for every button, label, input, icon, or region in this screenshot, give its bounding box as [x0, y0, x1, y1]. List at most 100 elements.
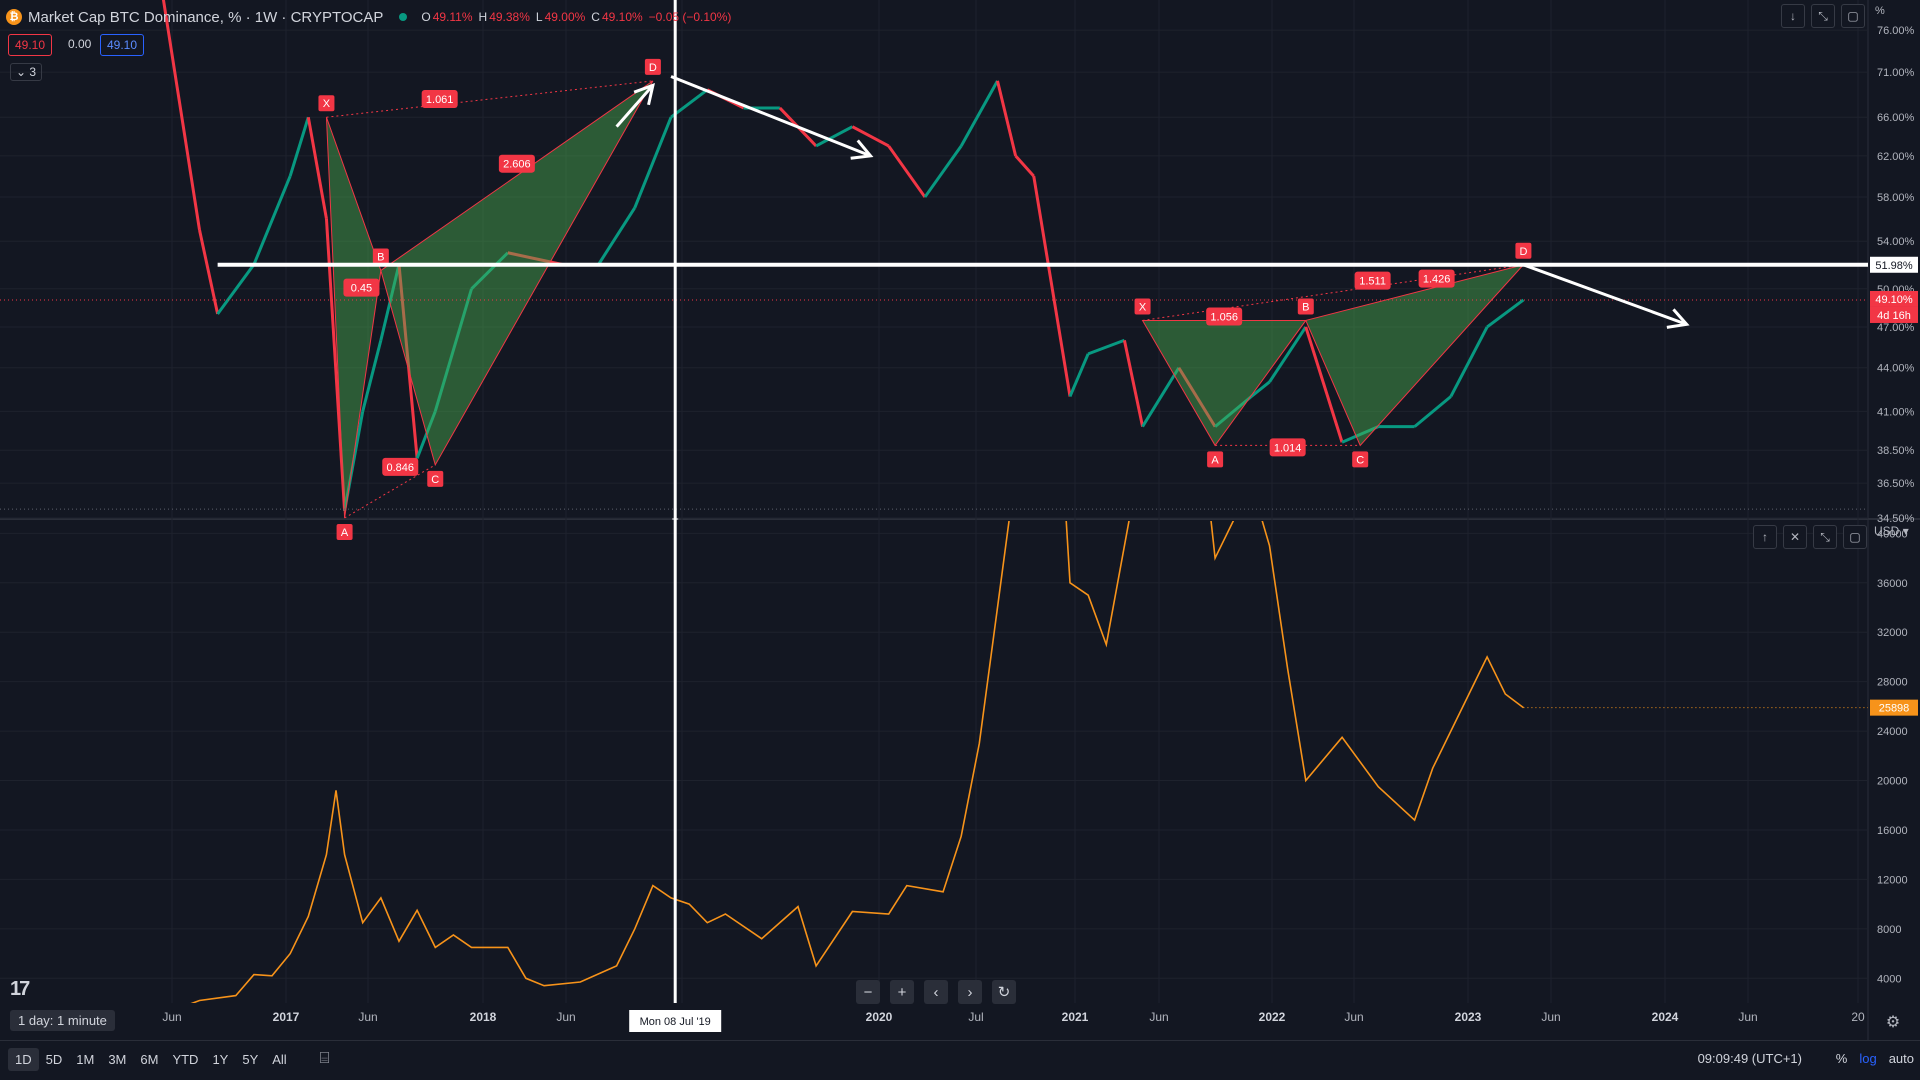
maximize-icon[interactable]: ⤡	[1813, 525, 1837, 549]
candle-segment	[815, 125, 854, 148]
ohlc-value: 49.38%	[489, 10, 530, 24]
price-tick-label: 34.50%	[1877, 513, 1915, 525]
auto-scale-toggle[interactable]: auto	[1888, 1051, 1914, 1066]
candle-segment	[1122, 339, 1145, 427]
range-button-ytd[interactable]: YTD	[172, 1051, 199, 1067]
price-tick-label: 36.50%	[1877, 478, 1915, 490]
axis-tag-box	[1870, 306, 1918, 323]
candle-segment	[670, 88, 709, 119]
price-tick-label: 32000	[1877, 627, 1908, 639]
range-button-5y[interactable]: 5Y	[242, 1051, 259, 1067]
window-icon[interactable]: ▢	[1843, 525, 1867, 549]
time-tick-label: 2020	[866, 1010, 893, 1024]
chart-legend: ₿ Market Cap BTC Dominance, % · 1W · CRY…	[6, 6, 735, 28]
crosshair-tag-box	[629, 1010, 722, 1032]
scroll-right-button[interactable]: ›	[958, 980, 982, 1004]
range-tooltip: 1 day: 1 minute	[10, 1010, 115, 1031]
pattern-label-text: C	[1356, 454, 1364, 466]
candle-segment	[433, 288, 473, 412]
time-tick-label: Jun	[162, 1010, 181, 1024]
clock-timezone[interactable]: 09:09:49 (UTC+1)	[1697, 1051, 1802, 1066]
pattern-point-label: X	[1134, 298, 1151, 315]
trend-arrow-head	[850, 139, 874, 160]
range-button-1d[interactable]: 1D	[8, 1047, 39, 1071]
time-tick-label: 2022	[1259, 1010, 1286, 1024]
settings-gear-icon[interactable]: ⚙	[1886, 1014, 1900, 1031]
pattern-point-label: D	[644, 58, 661, 75]
candle-segment	[851, 125, 890, 148]
range-button-6m[interactable]: 6M	[140, 1051, 159, 1067]
tradingview-logo[interactable]: 17	[10, 978, 30, 1000]
symbol-title[interactable]: Market Cap BTC Dominance, % · 1W · CRYPT…	[28, 8, 384, 26]
candle-segment	[1068, 353, 1090, 398]
ratio-box	[498, 154, 535, 173]
ratio-box	[343, 278, 380, 297]
ohlc-value: 49.00%	[544, 10, 586, 24]
pattern-triangle-xab	[1141, 319, 1307, 447]
chevron-down-icon: ⌄	[16, 65, 27, 79]
ohlc-key: C	[591, 10, 600, 24]
zoom-out-button[interactable]: −	[856, 980, 880, 1004]
ratio-box	[382, 457, 419, 476]
candle-segment	[1413, 395, 1452, 428]
price-tick-label: 66.00%	[1877, 112, 1915, 124]
pattern-point-label: B	[1297, 298, 1314, 315]
trend-arrow	[615, 84, 655, 128]
ratio-box	[421, 90, 458, 109]
bottom-toolbar: 1D 5D 1M 3M 6M YTD 1Y 5Y All ⌸ 09:09:49 (UTC+1) …	[0, 1040, 1920, 1077]
candle-segment	[507, 251, 563, 266]
candle-segment	[1268, 326, 1308, 383]
candle-segment	[633, 116, 673, 209]
close-icon[interactable]: ✕	[1783, 525, 1807, 549]
goto-date-icon[interactable]: ⌸	[319, 1050, 330, 1067]
maximize-icon[interactable]: ⤡	[1811, 4, 1835, 28]
pattern-label-text: D	[1519, 246, 1527, 258]
candle-segment	[470, 251, 509, 290]
pattern-point-label: X	[318, 95, 335, 112]
buy-price[interactable]: 49.10	[100, 34, 145, 56]
range-button-5d[interactable]: 5D	[45, 1051, 63, 1067]
time-tick-label: Jun	[1149, 1010, 1168, 1024]
axis-tag-box	[1870, 290, 1918, 307]
pattern-label-box	[427, 470, 444, 487]
candle-segment	[1304, 326, 1344, 443]
range-button-1m[interactable]: 1M	[76, 1051, 95, 1067]
pattern-label-text: X	[323, 98, 331, 110]
candle-segment	[1032, 175, 1072, 397]
ratio-text: 0.45	[351, 283, 372, 295]
range-button-3m[interactable]: 3M	[108, 1051, 127, 1067]
pattern-label-box	[1134, 298, 1151, 315]
log-scale-toggle[interactable]: log	[1859, 1051, 1877, 1066]
ratio-box	[1269, 438, 1306, 457]
scroll-left-button[interactable]: ‹	[924, 980, 948, 1004]
candle-segment	[306, 116, 328, 220]
currency-selector[interactable]: USD ▾	[1874, 524, 1909, 538]
pattern-triangle-bcd	[1305, 263, 1525, 447]
market-status-icon	[399, 13, 408, 21]
pattern-label-text: X	[1139, 301, 1147, 313]
pattern-label-box	[1297, 298, 1314, 315]
candle-segment	[252, 175, 292, 266]
window-icon[interactable]: ▢	[1841, 4, 1865, 28]
percent-scale-toggle[interactable]: %	[1835, 1051, 1848, 1066]
date-range-buttons: 1D 5D 1M 3M 6M YTD 1Y 5Y All	[8, 1047, 294, 1071]
indicators-count: 3	[29, 65, 37, 79]
pattern-ratio-label: 0.45	[343, 278, 380, 297]
trend-arrow-head	[1666, 308, 1690, 329]
time-tick-label: Jun	[556, 1010, 575, 1024]
chart-navigation: − + ‹ › ↻	[856, 980, 1016, 1004]
zoom-in-button[interactable]: +	[890, 980, 914, 1004]
pattern-label-text: B	[1302, 301, 1309, 313]
pattern-label-text: B	[377, 251, 384, 263]
range-button-1y[interactable]: 1Y	[212, 1051, 229, 1067]
reset-chart-button[interactable]: ↻	[992, 980, 1016, 1004]
collapse-icon[interactable]: ↓	[1781, 4, 1805, 28]
price-tick-label: 20000	[1877, 776, 1908, 788]
price-tick-label: 40000	[1877, 528, 1908, 540]
indicators-toggle[interactable]: ⌄ 3	[10, 63, 43, 81]
pattern-label-box	[318, 95, 335, 112]
expand-up-icon[interactable]: ↑	[1753, 525, 1777, 549]
sell-price[interactable]: 49.10	[8, 34, 53, 56]
range-button-all[interactable]: All	[272, 1051, 287, 1067]
